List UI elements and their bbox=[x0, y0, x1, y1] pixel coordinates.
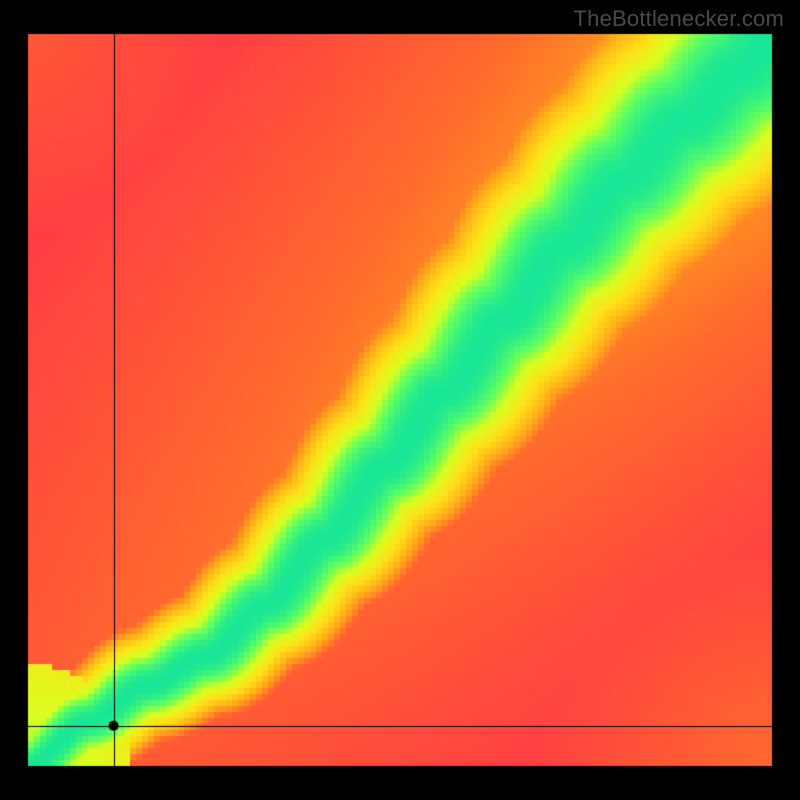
watermark-text: TheBottlenecker.com bbox=[574, 6, 784, 32]
crosshair-overlay bbox=[0, 0, 800, 800]
chart-container: TheBottlenecker.com bbox=[0, 0, 800, 800]
